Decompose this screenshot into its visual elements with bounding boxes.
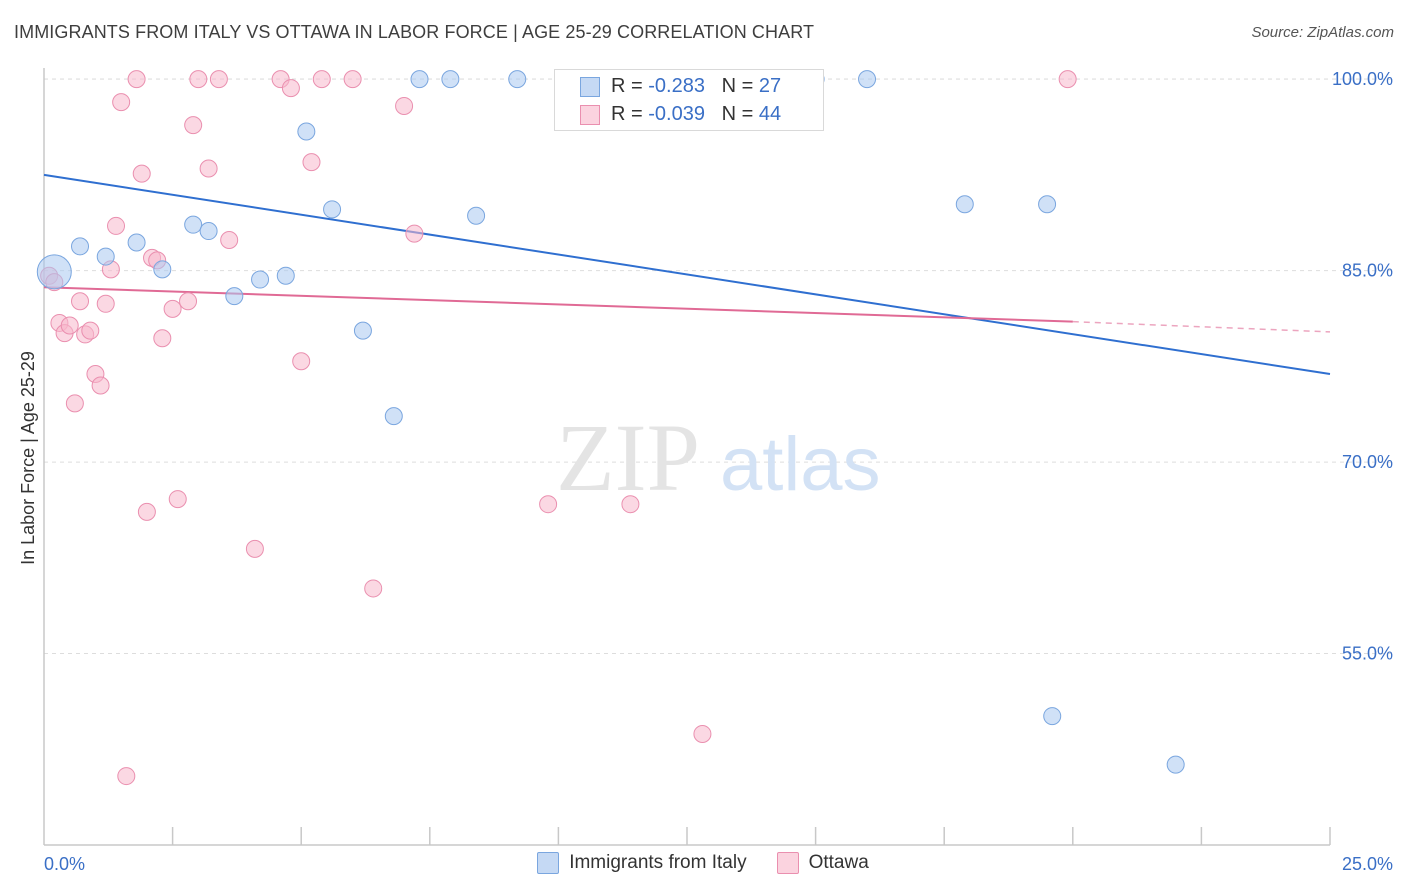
watermark: ZIP atlas (556, 404, 881, 511)
y-tick-label: 70.0% (1342, 452, 1393, 472)
grid-lines (44, 78, 1394, 655)
point-ottawa (209, 70, 228, 89)
point-ottawa (245, 539, 264, 558)
point-italy (467, 206, 486, 225)
point-ottawa (163, 299, 182, 318)
point-ottawa (91, 376, 110, 395)
point-ottawa (312, 70, 331, 89)
point-italy (384, 407, 403, 426)
point-ottawa (179, 292, 198, 311)
legend-item-ottawa: Ottawa (776, 852, 869, 874)
point-italy (199, 222, 218, 241)
point-italy (297, 122, 316, 141)
y-tick-label: 100.0% (1332, 69, 1393, 89)
source-label: Source: ZipAtlas.com (1251, 24, 1394, 41)
point-ottawa (1058, 70, 1077, 89)
stats-row-italy: R = -0.283 N = 27 (580, 72, 781, 100)
point-ottawa (302, 153, 321, 172)
point-italy (955, 195, 974, 214)
point-ottawa (107, 216, 126, 235)
point-ottawa (364, 579, 383, 598)
point-italy (276, 266, 295, 285)
point-ottawa (137, 502, 156, 521)
point-italy (1038, 195, 1057, 214)
legend-label-ottawa: Ottawa (808, 852, 869, 873)
point-italy (127, 233, 146, 252)
point-ottawa (405, 224, 424, 243)
point-ottawa (132, 164, 151, 183)
point-italy (508, 70, 527, 89)
point-italy (353, 321, 372, 340)
trend-line-italy (43, 173, 1331, 375)
trend-lines (43, 173, 1331, 375)
stats-row-ottawa: R = -0.039 N = 44 (580, 100, 781, 128)
y-tick-label: 85.0% (1342, 261, 1393, 281)
chart-title: IMMIGRANTS FROM ITALY VS OTTAWA IN LABOR… (14, 22, 815, 42)
point-ottawa (112, 93, 131, 112)
point-ottawa (621, 495, 640, 514)
axes (43, 68, 1331, 846)
point-ottawa (539, 495, 558, 514)
point-ottawa (71, 292, 90, 311)
point-italy (441, 70, 460, 89)
point-italy (858, 70, 877, 89)
point-ottawa (127, 70, 146, 89)
point-ottawa (60, 316, 79, 335)
tick-labels: 100.0% 85.0% 70.0% 55.0% 0.0% 25.0% (44, 69, 1393, 874)
point-italy (323, 200, 342, 219)
point-ottawa (117, 767, 136, 786)
point-ottawa (168, 490, 187, 509)
point-ottawa (65, 394, 84, 413)
legend-swatch-ottawa (776, 852, 799, 874)
point-italy (36, 254, 72, 290)
watermark-zip: ZIP (556, 404, 700, 511)
stats-legend: R = -0.283 N = 27 R = -0.039 N = 44 (554, 69, 824, 131)
y-tick-label: 55.0% (1342, 644, 1393, 664)
point-ottawa (693, 724, 712, 743)
point-ottawa (220, 230, 239, 249)
point-italy (153, 260, 172, 279)
point-ottawa (81, 321, 100, 340)
point-italy (184, 215, 203, 234)
point-ottawa (343, 70, 362, 89)
x-tick-label: 0.0% (44, 854, 85, 874)
point-ottawa (189, 70, 208, 89)
y-axis-label: In Labor Force | Age 25-29 (18, 351, 38, 565)
point-ottawa (153, 329, 172, 348)
point-italy (96, 247, 115, 266)
legend-label-italy: Immigrants from Italy (569, 852, 747, 873)
trend-line-ottawa-extension (1072, 320, 1331, 333)
point-italy (1166, 755, 1185, 774)
point-italy (71, 237, 90, 256)
italy-swatch (580, 77, 600, 97)
point-ottawa (199, 159, 218, 178)
point-italy (410, 70, 429, 89)
point-ottawa (96, 294, 115, 313)
legend-item-italy: Immigrants from Italy (537, 852, 747, 874)
point-ottawa (395, 96, 414, 115)
point-italy (225, 287, 244, 306)
ottawa-swatch (580, 105, 600, 125)
point-ottawa (281, 79, 300, 98)
point-ottawa (292, 352, 311, 371)
point-italy (1043, 707, 1062, 726)
x-tick-label: 25.0% (1342, 854, 1393, 874)
trend-line-ottawa (43, 286, 1073, 323)
legend-swatch-italy (537, 852, 560, 874)
watermark-atlas: atlas (720, 422, 881, 507)
point-italy (251, 270, 270, 289)
bottom-legend: Immigrants from Italy Ottawa (0, 852, 1406, 874)
point-ottawa (184, 116, 203, 135)
